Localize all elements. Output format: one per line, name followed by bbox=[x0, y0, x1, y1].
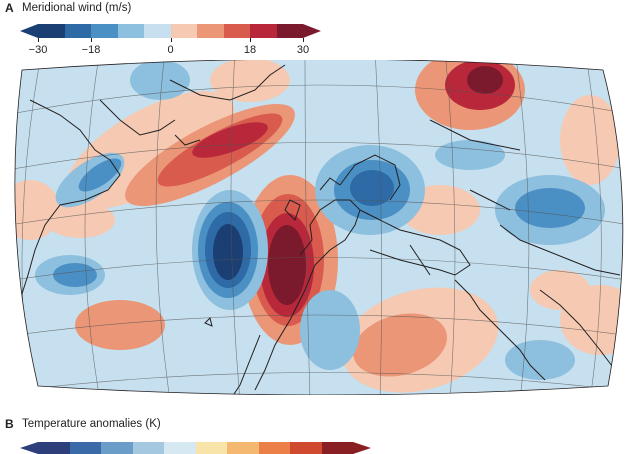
colorbar-swatch bbox=[101, 442, 133, 454]
colorbar-min-arrow bbox=[20, 442, 38, 454]
panel-a-title: Meridional wind (m/s) bbox=[22, 2, 132, 14]
graticule bbox=[14, 60, 623, 395]
wind-colorbar bbox=[20, 24, 321, 38]
colorbar-max-arrow bbox=[303, 24, 321, 38]
colorbar-swatch bbox=[170, 24, 197, 38]
colorbar-swatch bbox=[290, 442, 322, 454]
colorbar-swatch bbox=[195, 442, 227, 454]
map-border bbox=[14, 60, 624, 395]
colorbar-tick-label: −18 bbox=[81, 44, 101, 56]
colorbar-tick-mark bbox=[170, 38, 172, 42]
colorbar-swatch bbox=[321, 442, 353, 454]
colorbar-tick-mark bbox=[250, 38, 251, 42]
panel-b-label: B bbox=[5, 417, 14, 431]
coastlines bbox=[19, 64, 621, 395]
colorbar-swatch bbox=[250, 24, 277, 38]
colorbar-tick-mark bbox=[303, 38, 304, 42]
colorbar-swatch bbox=[227, 442, 259, 454]
colorbar-min-arrow bbox=[20, 24, 38, 38]
colorbar-tick-mark bbox=[91, 38, 92, 42]
panel-a-label: A bbox=[5, 1, 14, 15]
colorbar-swatch bbox=[38, 442, 70, 454]
colorbar-tick-label: −30 bbox=[28, 44, 48, 56]
colorbar-tick-label: 30 bbox=[296, 44, 310, 56]
colorbar-swatch bbox=[64, 24, 91, 38]
colorbar-swatch bbox=[223, 24, 250, 38]
colorbar-swatch bbox=[276, 24, 303, 38]
negative-wind-regions bbox=[35, 60, 605, 380]
colorbar-tick-label: 0 bbox=[167, 44, 174, 56]
colorbar-swatch bbox=[69, 442, 101, 454]
colorbar-swatch bbox=[38, 24, 65, 38]
colorbar-swatch bbox=[144, 24, 171, 38]
meridional-wind-map bbox=[14, 60, 624, 395]
colorbar-max-arrow bbox=[353, 442, 371, 454]
temperature-colorbar bbox=[20, 442, 371, 454]
colorbar-swatch bbox=[132, 442, 164, 454]
colorbar-swatch bbox=[117, 24, 144, 38]
panel-b-title: Temperature anomalies (K) bbox=[22, 418, 161, 430]
colorbar-swatch bbox=[164, 442, 196, 454]
colorbar-tick-label: 18 bbox=[243, 44, 257, 56]
colorbar-tick-mark bbox=[38, 38, 39, 42]
map-field bbox=[14, 60, 623, 395]
colorbar-swatch bbox=[258, 442, 290, 454]
colorbar-swatch bbox=[197, 24, 224, 38]
colorbar-swatch bbox=[91, 24, 118, 38]
